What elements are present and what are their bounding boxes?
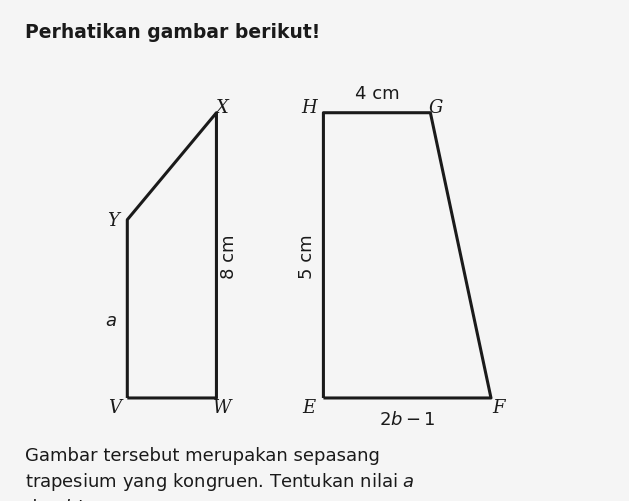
Text: X: X (215, 99, 228, 117)
Text: 5 cm: 5 cm (298, 233, 316, 278)
Text: F: F (492, 398, 504, 416)
Text: G: G (428, 99, 443, 117)
Text: $a$: $a$ (105, 311, 117, 329)
Text: $2b-1$: $2b-1$ (379, 410, 435, 428)
Text: 8 cm: 8 cm (220, 233, 238, 278)
Text: Gambar tersebut merupakan sepasang
trapesium yang kongruen. Tentukan nilai $a$
d: Gambar tersebut merupakan sepasang trape… (25, 446, 415, 501)
Text: H: H (301, 99, 317, 117)
Text: Perhatikan gambar berikut!: Perhatikan gambar berikut! (25, 23, 320, 42)
Text: V: V (108, 398, 121, 416)
Text: Y: Y (107, 211, 119, 229)
Text: E: E (303, 398, 316, 416)
Text: W: W (213, 398, 231, 416)
Text: 4 cm: 4 cm (355, 85, 399, 103)
